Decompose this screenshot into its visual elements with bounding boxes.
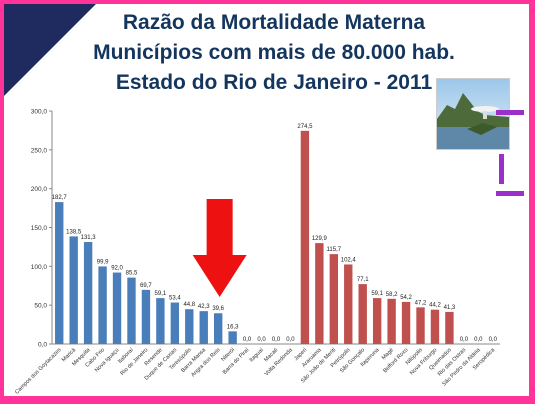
bar <box>170 302 180 344</box>
category-label: Barra do Piraí <box>222 347 251 376</box>
data-label: 92,0 <box>111 266 123 272</box>
chart-title: Razão da Mortalidade Materna Municípios … <box>44 8 504 98</box>
data-label: 54,2 <box>400 295 412 301</box>
bar <box>83 242 93 344</box>
purple-bracket-decoration <box>496 110 524 196</box>
purple-bracket-stem <box>499 154 504 184</box>
title-line-2: Municípios com mais de 80.000 hab. <box>93 41 455 64</box>
bar <box>228 331 237 344</box>
data-label: 0,0 <box>243 337 252 343</box>
bar <box>358 284 367 344</box>
bar <box>401 301 411 344</box>
bar <box>98 266 107 344</box>
bar <box>416 307 425 344</box>
title-line-3: Estado do Rio de Janeiro - 2011 <box>115 71 433 94</box>
bar <box>329 254 338 344</box>
bar <box>69 236 78 344</box>
bar <box>387 298 396 344</box>
data-label: 59,1 <box>371 291 383 297</box>
y-tick-label: 50,0 <box>34 303 47 310</box>
data-label: 77,1 <box>357 277 369 283</box>
bar <box>445 311 454 344</box>
data-label: 39,6 <box>212 306 224 312</box>
bar <box>141 289 151 344</box>
y-tick-label: 100,0 <box>31 264 48 271</box>
data-label: 85,5 <box>126 271 138 277</box>
slide: Razão da Mortalidade Materna Municípios … <box>4 4 529 396</box>
bar <box>199 311 208 344</box>
y-tick-label: 150,0 <box>31 225 48 232</box>
data-label: 131,3 <box>81 235 97 241</box>
category-label: Campos dos Goytacazes <box>14 347 63 396</box>
data-label: 0,0 <box>489 337 498 343</box>
bar <box>344 264 353 344</box>
bar <box>156 298 165 344</box>
data-label: 0,0 <box>460 337 469 343</box>
bar <box>185 309 194 344</box>
data-label: 59,1 <box>155 291 167 297</box>
corner-decoration <box>4 4 96 96</box>
bar <box>55 202 64 344</box>
y-tick-label: 0,0 <box>38 342 47 349</box>
bar <box>315 243 324 344</box>
bar <box>372 298 382 344</box>
red-down-arrow <box>192 199 247 297</box>
data-label: 44,8 <box>183 302 195 308</box>
data-label: 53,4 <box>169 296 181 302</box>
y-tick-label: 250,0 <box>31 147 48 154</box>
data-label: 0,0 <box>272 337 281 343</box>
bar-chart: 0,0 50,0 100,0 150,0 200,0 250,0 300,0 182,7 Cam… <box>14 109 500 396</box>
bar <box>300 130 310 344</box>
data-label: 99,9 <box>97 259 109 265</box>
data-label: 0,0 <box>474 337 483 343</box>
data-label: 16,3 <box>227 324 239 330</box>
data-label: 115,7 <box>327 247 342 253</box>
y-tick-label: 200,0 <box>31 186 48 193</box>
data-label: 182,7 <box>52 195 68 201</box>
data-label: 102,4 <box>341 257 357 263</box>
data-label: 47,2 <box>415 300 427 306</box>
data-label: 274,5 <box>297 124 313 130</box>
data-label: 41,3 <box>444 305 456 311</box>
bar <box>127 277 136 344</box>
bar <box>430 309 440 344</box>
data-label: 44,2 <box>429 303 441 309</box>
bar <box>112 272 122 344</box>
y-tick-label: 300,0 <box>31 109 48 116</box>
data-label: 42,3 <box>198 304 210 310</box>
title-line-1: Razão da Mortalidade Materna <box>122 11 426 34</box>
data-label: 0,0 <box>286 337 295 343</box>
data-label: 138,5 <box>66 229 82 235</box>
bar <box>214 313 223 344</box>
data-label: 0,0 <box>257 337 266 343</box>
data-label: 129,9 <box>312 236 328 242</box>
data-label: 58,2 <box>386 292 398 298</box>
data-label: 69,7 <box>140 283 152 289</box>
category-label: Itaguaí <box>249 347 266 364</box>
